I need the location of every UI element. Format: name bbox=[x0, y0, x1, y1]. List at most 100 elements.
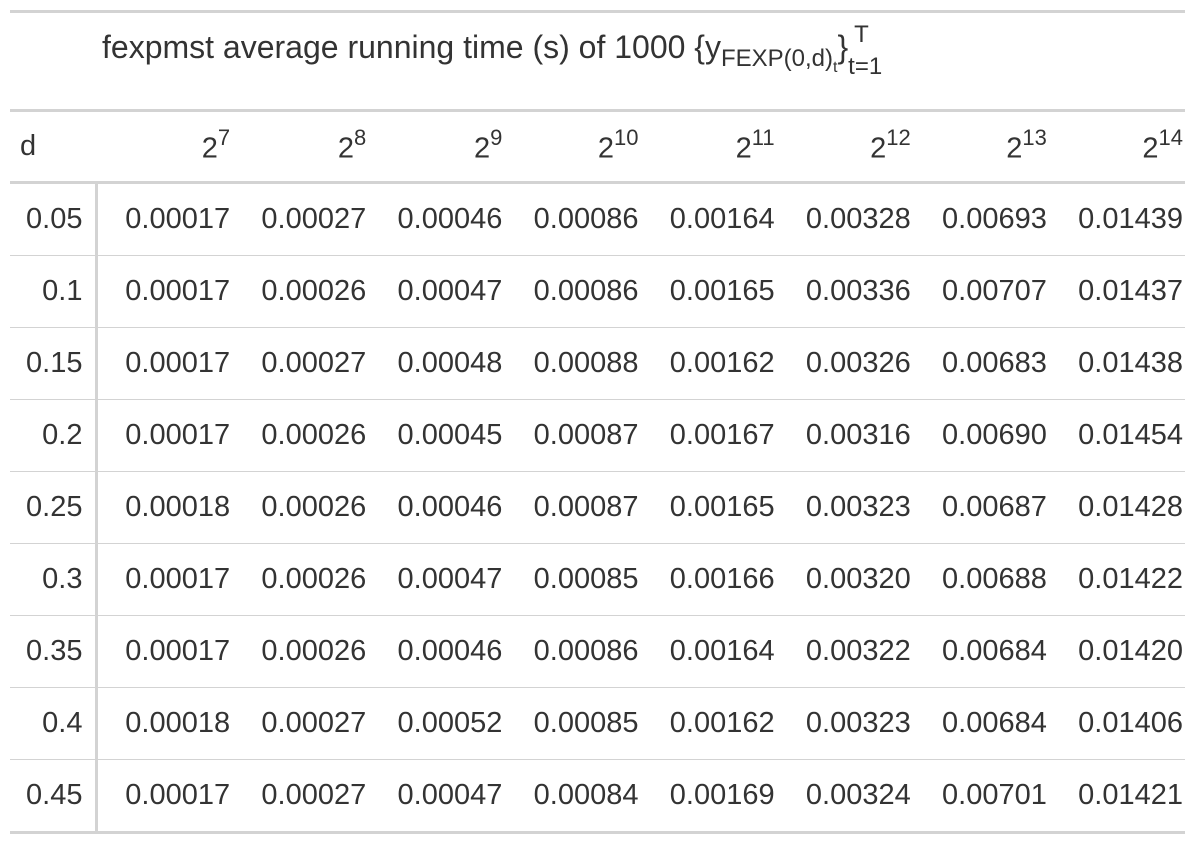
table-cell: 0.00167 bbox=[640, 399, 777, 472]
column-header: 211 bbox=[640, 112, 777, 184]
table-row: 0.25 0.00018 0.00026 0.00046 0.00087 0.00165 0… bbox=[10, 471, 1185, 544]
column-header-base: 2 bbox=[1142, 132, 1159, 165]
table-cell: 0.00018 bbox=[96, 687, 233, 760]
table-cell: 0.00047 bbox=[368, 255, 505, 328]
column-header: 212 bbox=[776, 112, 913, 184]
table-row: 0.1 0.00017 0.00026 0.00047 0.00086 0.00165 0.… bbox=[10, 255, 1185, 328]
table-cell: 0.00027 bbox=[232, 182, 369, 256]
column-header: 214 bbox=[1048, 112, 1185, 184]
row-label-d: 0.1 bbox=[10, 255, 98, 328]
table-cell: 0.00316 bbox=[776, 399, 913, 472]
table-cell: 0.00018 bbox=[96, 471, 233, 544]
table-cell: 0.00027 bbox=[232, 759, 369, 834]
table-cell: 0.00017 bbox=[96, 327, 233, 400]
table-cell: 0.01406 bbox=[1048, 687, 1185, 760]
table-row: 0.2 0.00017 0.00026 0.00045 0.00087 0.00167 0.… bbox=[10, 399, 1185, 472]
table-row: 0.4 0.00018 0.00027 0.00052 0.00085 0.00162 0.… bbox=[10, 687, 1185, 760]
table-cell: 0.01421 bbox=[1048, 759, 1185, 834]
results-table-container: fexpmst average running time (s) of 1000… bbox=[10, 10, 1185, 834]
table-cell: 0.00687 bbox=[912, 471, 1049, 544]
row-label-d: 0.35 bbox=[10, 615, 98, 688]
table-cell: 0.01428 bbox=[1048, 471, 1185, 544]
column-header-base: 2 bbox=[870, 132, 887, 165]
row-label-d: 0.4 bbox=[10, 687, 98, 760]
table-cell: 0.00085 bbox=[504, 687, 641, 760]
table-cell: 0.01454 bbox=[1048, 399, 1185, 472]
column-header-base: 2 bbox=[597, 132, 615, 165]
row-label-d: 0.2 bbox=[10, 399, 98, 472]
table-cell: 0.00017 bbox=[96, 759, 233, 834]
table-cell: 0.00683 bbox=[912, 327, 1049, 400]
table-cell: 0.00026 bbox=[232, 399, 369, 472]
table-cell: 0.01420 bbox=[1048, 615, 1185, 688]
row-label-d: 0.45 bbox=[10, 759, 98, 834]
column-header-exponent: 14 bbox=[1158, 125, 1183, 151]
column-header-base: 2 bbox=[735, 132, 752, 165]
table-cell: 0.00026 bbox=[232, 471, 369, 544]
table-cell: 0.00684 bbox=[912, 615, 1049, 688]
table-cell: 0.00169 bbox=[640, 759, 777, 834]
table-cell: 0.01439 bbox=[1048, 182, 1185, 256]
table-cell: 0.00047 bbox=[368, 543, 505, 616]
table-cell: 0.00087 bbox=[504, 471, 641, 544]
table-cell: 0.00320 bbox=[776, 543, 913, 616]
table-cell: 0.00688 bbox=[912, 543, 1049, 616]
row-label-d: 0.3 bbox=[10, 543, 98, 616]
table-cell: 0.00026 bbox=[232, 255, 369, 328]
table-cell: 0.00087 bbox=[504, 399, 641, 472]
table-cell: 0.00164 bbox=[640, 182, 777, 256]
table-cell: 0.00684 bbox=[912, 687, 1049, 760]
column-header: 29 bbox=[368, 112, 505, 184]
row-label-d: 0.05 bbox=[10, 182, 98, 256]
column-header-exponent: 9 bbox=[490, 125, 503, 151]
table-row: 0.45 0.00017 0.00027 0.00047 0.00084 0.00169 0… bbox=[10, 759, 1185, 834]
table-cell: 0.00162 bbox=[640, 327, 777, 400]
table-cell: 0.00165 bbox=[640, 471, 777, 544]
table-cell: 0.00026 bbox=[232, 615, 369, 688]
table-row: 0.35 0.00017 0.00026 0.00046 0.00086 0.00164 0… bbox=[10, 615, 1185, 688]
title-upper-limit: T bbox=[854, 21, 869, 48]
table-cell: 0.00690 bbox=[912, 399, 1049, 472]
table-cell: 0.00047 bbox=[368, 759, 505, 834]
table-cell: 0.00707 bbox=[912, 255, 1049, 328]
table-cell: 0.00026 bbox=[232, 543, 369, 616]
row-label-d: 0.25 bbox=[10, 471, 98, 544]
column-header: 28 bbox=[232, 112, 369, 184]
column-header: 213 bbox=[912, 112, 1049, 184]
table-cell: 0.00017 bbox=[96, 399, 233, 472]
column-header-exponent: 11 bbox=[751, 125, 775, 151]
table-cell: 0.00017 bbox=[96, 182, 233, 256]
table-cell: 0.00045 bbox=[368, 399, 505, 472]
table-cell: 0.00017 bbox=[96, 543, 233, 616]
table-cell: 0.00323 bbox=[776, 687, 913, 760]
table-cell: 0.00048 bbox=[368, 327, 505, 400]
column-header-d: d bbox=[10, 112, 96, 184]
column-header-exponent: 12 bbox=[886, 125, 911, 151]
table-cell: 0.00086 bbox=[504, 615, 641, 688]
column-header-exponent: 13 bbox=[1022, 125, 1047, 151]
column-header-base: 2 bbox=[473, 132, 491, 165]
table-cell: 0.00084 bbox=[504, 759, 641, 834]
table-cell: 0.01438 bbox=[1048, 327, 1185, 400]
column-header: 27 bbox=[96, 112, 233, 184]
header-row: d 27 28 29 210 211 212 213 214 bbox=[10, 112, 1185, 184]
table-row: 0.15 0.00017 0.00027 0.00048 0.00088 0.00162 0… bbox=[10, 327, 1185, 400]
top-rule bbox=[10, 10, 1185, 13]
table-title-text: fexpmst average running time (s) of 1000… bbox=[102, 21, 888, 80]
table-cell: 0.00328 bbox=[776, 182, 913, 256]
table-cell: 0.00322 bbox=[776, 615, 913, 688]
title-subscript-t: t bbox=[833, 59, 838, 76]
table-cell: 0.00085 bbox=[504, 543, 641, 616]
title-close-brace: } bbox=[837, 29, 849, 65]
table-cell: 0.00166 bbox=[640, 543, 777, 616]
table-cell: 0.00046 bbox=[368, 615, 505, 688]
column-header-base: 2 bbox=[201, 132, 218, 165]
table-cell: 0.00162 bbox=[640, 687, 777, 760]
table-cell: 0.00046 bbox=[368, 182, 505, 256]
table-cell: 0.00086 bbox=[504, 182, 641, 256]
table-cell: 0.00027 bbox=[232, 687, 369, 760]
table-cell: 0.00324 bbox=[776, 759, 913, 834]
table-row: 0.3 0.00017 0.00026 0.00047 0.00085 0.00166 0.… bbox=[10, 543, 1185, 616]
title-main: fexpmst average running time (s) of 1000… bbox=[102, 29, 721, 65]
